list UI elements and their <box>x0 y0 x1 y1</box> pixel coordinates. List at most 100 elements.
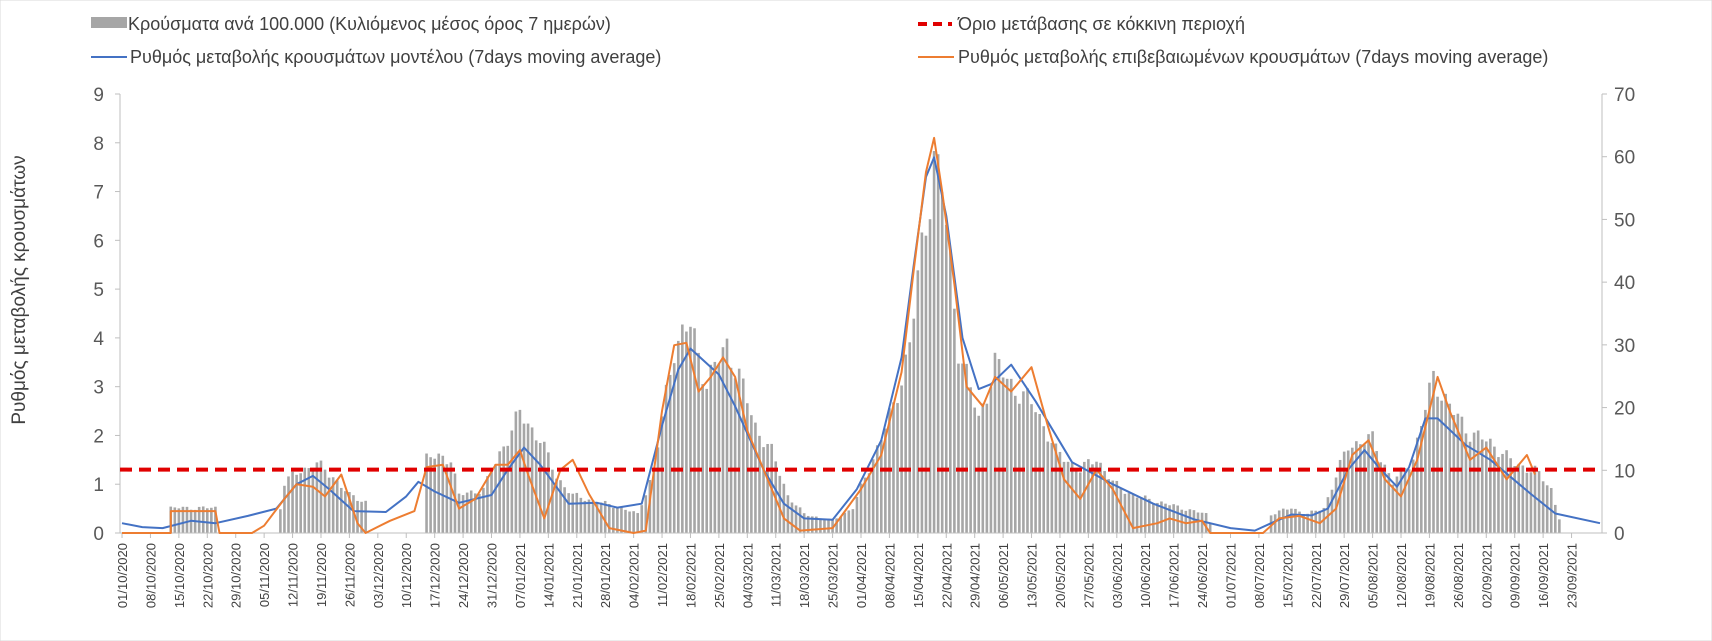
x-tick-label: 29/10/2020 <box>229 543 244 608</box>
bar <box>575 492 579 533</box>
bar <box>701 384 704 533</box>
x-tick-label: 13/05/2021 <box>1025 543 1040 608</box>
bar <box>1013 395 1017 533</box>
bar <box>567 493 570 533</box>
bar <box>1294 508 1297 533</box>
x-tick-label: 12/08/2021 <box>1394 543 1409 608</box>
bar <box>323 469 327 533</box>
bar <box>214 506 217 533</box>
x-tick-label: 07/01/2021 <box>513 543 528 608</box>
bar <box>1371 431 1374 533</box>
bar <box>693 328 696 533</box>
bar <box>989 386 993 533</box>
bar <box>1111 480 1115 533</box>
bar <box>530 427 534 533</box>
bar <box>831 519 834 533</box>
bar <box>303 467 307 533</box>
bar <box>201 506 205 533</box>
bar <box>603 500 607 533</box>
y-right-tick-label: 70 <box>1614 85 1635 106</box>
bar <box>912 318 916 533</box>
bar <box>1147 498 1151 533</box>
bar <box>1476 430 1480 533</box>
x-tick-label: 14/01/2021 <box>541 543 556 608</box>
bar <box>1310 510 1313 533</box>
bar <box>1290 508 1293 533</box>
bar <box>1058 451 1062 533</box>
x-tick-label: 18/03/2021 <box>797 543 812 608</box>
bar <box>640 505 644 533</box>
bar <box>737 368 741 533</box>
x-tick-label: 17/12/2020 <box>428 543 443 608</box>
x-tick-label: 10/06/2021 <box>1138 543 1153 608</box>
bar <box>425 453 428 533</box>
bar <box>1005 378 1009 533</box>
bar <box>1050 442 1054 533</box>
bar <box>1513 466 1517 533</box>
bar <box>607 504 611 533</box>
bar <box>819 518 822 533</box>
x-tick-label: 22/04/2021 <box>939 543 954 608</box>
y-right-tick-label: 40 <box>1614 273 1635 294</box>
x-tick-label: 08/04/2021 <box>882 543 897 608</box>
y-right-tick-label: 0 <box>1614 524 1625 545</box>
bar <box>1375 451 1378 533</box>
bar <box>1440 400 1443 533</box>
bar <box>1107 479 1110 533</box>
legend-threshold-label: Όριο μετάβασης σε κόκκινη περιοχή <box>957 14 1245 34</box>
bar <box>1281 508 1285 533</box>
bar <box>453 473 457 533</box>
bar <box>1415 437 1419 533</box>
bar <box>676 340 680 533</box>
bar <box>1054 443 1058 533</box>
bar <box>997 359 1001 533</box>
bar <box>1030 404 1033 533</box>
x-tick-label: 05/11/2020 <box>257 543 272 607</box>
bar <box>681 324 684 533</box>
y-left-tick-label: 7 <box>93 183 104 204</box>
bar <box>969 387 972 533</box>
bar <box>555 478 558 533</box>
bar <box>563 487 566 533</box>
bar <box>1350 447 1354 533</box>
bar <box>766 444 769 533</box>
bar <box>1533 465 1537 533</box>
bar <box>311 469 315 533</box>
bar <box>855 496 859 533</box>
bar <box>307 468 311 533</box>
bar <box>851 509 855 533</box>
x-tick-label: 29/04/2021 <box>968 543 983 608</box>
bar <box>786 495 790 533</box>
x-tick-label: 18/02/2021 <box>683 543 698 608</box>
legend-model-label: Ρυθμός μεταβολής κρουσμάτων μοντέλου (7d… <box>130 47 661 67</box>
bar <box>210 507 213 533</box>
y-left-tick-label: 9 <box>93 85 104 106</box>
bar <box>656 447 660 533</box>
bar <box>205 508 209 533</box>
bar <box>758 435 761 533</box>
bar <box>689 326 692 533</box>
x-tick-label: 31/12/2020 <box>485 543 500 608</box>
bar <box>490 471 493 533</box>
bar <box>461 495 465 533</box>
bar <box>514 411 518 533</box>
bar <box>1436 396 1439 533</box>
bar <box>1066 461 1070 533</box>
bar <box>1078 472 1082 533</box>
x-tick-label: 25/03/2021 <box>826 543 841 608</box>
bar <box>900 385 903 533</box>
bar <box>632 511 635 533</box>
legend-item-confirmed: Ρυθμός μεταβολής επιβεβαιωμένων κρουσμάτ… <box>918 47 1548 67</box>
x-tick-label: 22/07/2021 <box>1309 543 1324 608</box>
bar <box>1208 523 1212 533</box>
bar <box>823 519 826 533</box>
bar <box>356 500 359 533</box>
bar <box>1489 438 1492 533</box>
x-tick-label: 22/10/2020 <box>200 543 215 608</box>
bar <box>1273 514 1277 533</box>
x-tick-label: 01/07/2021 <box>1223 543 1238 608</box>
bar <box>486 476 489 533</box>
bar <box>291 471 294 533</box>
bar <box>1448 403 1452 533</box>
y-right-tick-label: 20 <box>1614 399 1635 420</box>
